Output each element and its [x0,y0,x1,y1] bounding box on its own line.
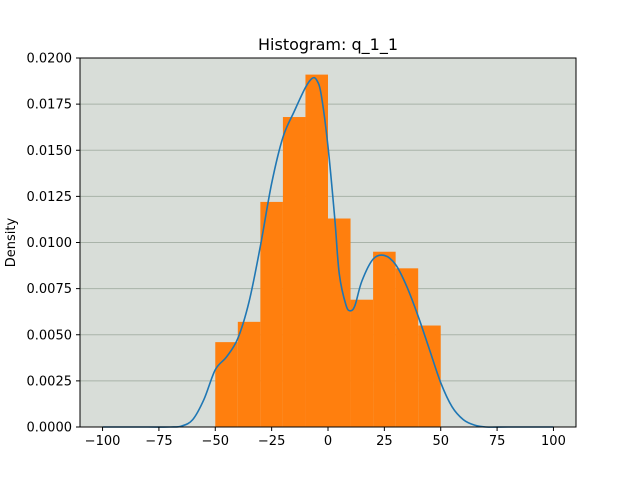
histogram-bar [395,268,419,427]
y-tick-label: 0.0075 [27,282,73,297]
x-tick-label: 50 [432,434,449,449]
y-axis-label: Density [4,217,19,267]
histogram-bar [328,218,351,427]
x-tick-label: −75 [145,434,172,449]
histogram-bar [237,321,261,427]
y-tick-label: 0.0200 [27,52,73,67]
histogram-bar [418,325,441,427]
y-tick-label: 0.0175 [27,98,73,113]
y-tick-label: 0.0050 [27,328,73,343]
y-tick-label: 0.0150 [27,144,73,159]
histogram-bar [282,117,306,427]
histogram-bar [260,201,283,427]
histogram-bar [373,251,396,427]
x-tick-label: 25 [376,434,393,449]
y-tick-label: 0.0000 [27,421,73,436]
histogram-bar [215,342,238,427]
chart-title: Histogram: q_1_1 [258,35,398,55]
y-tick-label: 0.0025 [27,374,73,389]
x-tick-label: −100 [85,434,121,449]
x-tick-label: 75 [489,434,506,449]
density-curve [102,76,554,428]
y-axis-ticks: 0.0000 0.0025 0.0050 0.0075 0.0100 0.0125 0.01… [27,52,80,436]
histogram-bars [215,74,441,427]
y-tick-label: 0.0125 [27,190,73,205]
x-tick-label: 0 [324,434,332,449]
y-tick-label: 0.0100 [27,236,73,251]
x-axis-ticks: −100 −75 −50 −25 0 25 50 75 100 [85,427,566,449]
x-tick-label: 100 [541,434,566,449]
histogram-bar [350,299,374,427]
histogram-bar [305,74,328,427]
x-tick-label: −50 [202,434,229,449]
x-tick-label: −25 [258,434,285,449]
